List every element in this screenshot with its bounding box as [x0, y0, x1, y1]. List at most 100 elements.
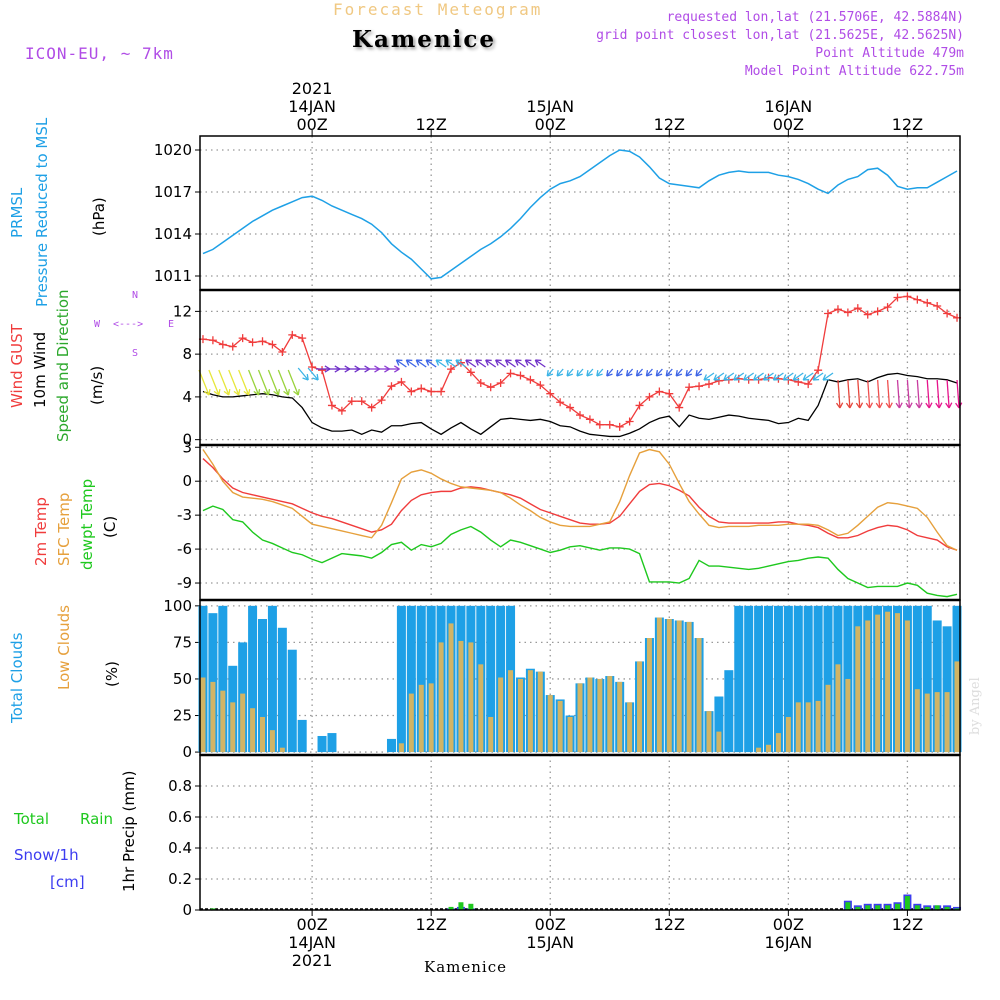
- total-cloud-bar: [754, 605, 764, 753]
- compass-n: N: [132, 290, 139, 301]
- low-cloud-bar: [398, 743, 404, 753]
- wind-gust-marker: [804, 380, 813, 389]
- low-cloud-bar: [825, 684, 831, 753]
- total-cloud-bar: [396, 605, 406, 753]
- wind-direction-arrow: [396, 359, 407, 368]
- time-label-top: 00Z: [296, 115, 327, 134]
- wind-direction-arrow: [946, 379, 950, 409]
- low-cloud-bar: [478, 664, 484, 753]
- wind-direction-arrow: [228, 369, 240, 396]
- panel-frame: [199, 135, 961, 291]
- total-cloud-bar: [327, 733, 337, 753]
- wind-direction-arrowhead: [685, 369, 693, 377]
- wind-direction-arrow: [753, 372, 764, 381]
- wind-direction-arrow: [238, 369, 250, 396]
- total-cloud-bar: [922, 605, 932, 753]
- wind-direction-arrowhead: [945, 402, 953, 409]
- wind-direction-arrowhead: [465, 359, 472, 366]
- wind-gust-marker: [208, 336, 217, 345]
- low-cloud-bar: [617, 681, 623, 753]
- low-cloud-bar: [260, 716, 266, 753]
- low-cloud-bar: [676, 620, 682, 753]
- total-cloud-bar: [714, 696, 724, 753]
- wind-direction-arrowhead: [812, 374, 820, 381]
- y-tick-label: 1020: [154, 141, 192, 159]
- wind-direction-arrow: [515, 359, 526, 368]
- gridpoint-coords: grid point closest lon,lat (21.5625E, 42…: [596, 28, 964, 43]
- wind-gust-marker: [814, 366, 823, 375]
- wind-gust-marker: [486, 383, 495, 392]
- low-cloud-bar: [488, 716, 494, 753]
- low-cloud-bar: [508, 670, 514, 753]
- wind-direction-arrowhead: [713, 374, 720, 381]
- wind-direction-arrow: [616, 368, 624, 377]
- wind-direction-arrowhead: [283, 388, 290, 396]
- wind-direction-arrow: [576, 368, 584, 377]
- wind-direction-arrowhead: [875, 402, 883, 409]
- low-cloud-bar: [220, 690, 226, 753]
- wind-gust-marker: [595, 420, 604, 429]
- wind-direction-arrowhead: [556, 369, 564, 377]
- wind-direction-arrowhead: [395, 359, 403, 366]
- wind-direction-arrowhead: [394, 365, 400, 373]
- wind-gust-marker: [714, 376, 723, 385]
- total-cloud-bar: [426, 605, 436, 753]
- wind-direction-arrow: [713, 372, 725, 381]
- low-cloud-bar: [686, 621, 692, 753]
- total-cloud-bar: [773, 605, 783, 753]
- low-cloud-bar: [894, 613, 900, 753]
- time-label-bottom: 16JAN: [764, 933, 812, 952]
- wind-gust-marker: [546, 389, 555, 398]
- wind-gust-marker: [923, 298, 932, 307]
- low-cloud-bar: [587, 677, 593, 753]
- total-cloud-bar: [386, 738, 396, 753]
- low-cloud-bar: [845, 678, 851, 753]
- wind-direction-arrowhead: [425, 359, 433, 366]
- wind-gust-marker: [576, 411, 584, 420]
- wind-gust-marker: [248, 338, 257, 347]
- wind-gust-marker: [536, 381, 545, 390]
- total-cloud-bar: [486, 605, 496, 753]
- low-cloud-bar: [924, 693, 930, 753]
- wind-gust-marker: [268, 340, 277, 349]
- wind-gust-marker: [367, 403, 376, 412]
- time-label-top: 15JAN: [526, 97, 574, 116]
- wind-gust-marker: [218, 340, 227, 349]
- wind-direction-arrowhead: [935, 402, 943, 409]
- wind-direction-arrowhead: [822, 374, 830, 381]
- wind-direction-arrow: [733, 372, 745, 381]
- temp-2m-line: [202, 458, 958, 551]
- wind-direction-arrowhead: [302, 373, 309, 381]
- low-cloud-bar: [775, 733, 781, 753]
- wind-gust-marker: [625, 417, 634, 426]
- wind-gust-marker: [873, 307, 882, 316]
- wind-gust-marker: [685, 383, 694, 392]
- wind-direction-arrow: [665, 368, 673, 377]
- total-cloud-bar: [783, 605, 793, 753]
- wind-gust-marker: [863, 310, 872, 319]
- wind-direction-arrowhead: [415, 359, 423, 366]
- wind-direction-arrow: [703, 372, 715, 381]
- low-cloud-bar: [637, 661, 643, 753]
- wind-direction-arrow: [812, 372, 824, 381]
- wind-direction-arrowhead: [475, 359, 482, 366]
- wind-direction-arrow: [297, 367, 309, 381]
- wind-direction-arrow: [896, 379, 901, 409]
- low-cloud-bar: [438, 642, 444, 753]
- wind-gust-marker: [377, 396, 386, 405]
- wind-direction-arrow: [566, 368, 574, 377]
- compass-arrows: <--->: [113, 319, 144, 330]
- wind-direction-arrow: [695, 368, 703, 377]
- wind-direction-arrow: [525, 359, 536, 368]
- wind-direction-arrow: [936, 379, 940, 409]
- wind-direction-arrowhead: [596, 369, 603, 377]
- wind-gust-marker: [308, 362, 317, 371]
- y-tick-label: 3: [182, 438, 192, 456]
- model-name: ICON-EU, ~ 7km: [25, 44, 174, 63]
- wind-gust-marker: [675, 403, 684, 412]
- wind-gust-marker: [605, 420, 614, 429]
- wind-gust-marker: [566, 403, 575, 412]
- wind-gust-marker: [238, 334, 247, 343]
- y-tick-label: -6: [177, 540, 192, 558]
- low-cloud-bar: [408, 693, 414, 753]
